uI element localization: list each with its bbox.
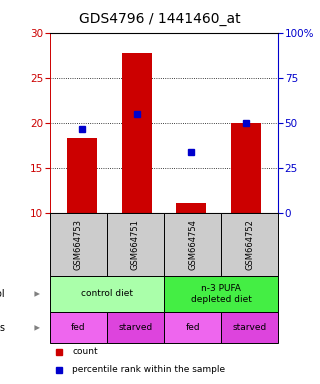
Bar [107,312,164,343]
Bar [164,214,221,276]
Bar [50,276,164,312]
Text: starved: starved [118,323,153,333]
Text: percentile rank within the sample: percentile rank within the sample [73,365,226,374]
Text: count: count [73,347,98,356]
Text: control diet: control diet [81,290,133,298]
Text: GSM664751: GSM664751 [131,219,140,270]
Bar [122,53,152,214]
Text: starved: starved [233,323,267,333]
Bar [164,276,278,312]
Text: fed: fed [185,323,200,333]
Text: stress: stress [0,323,5,333]
Text: n-3 PUFA
depleted diet: n-3 PUFA depleted diet [191,284,252,304]
Bar [221,214,278,276]
Text: protocol: protocol [0,289,5,299]
Bar [67,138,97,214]
Text: GSM664752: GSM664752 [245,219,254,270]
Text: GDS4796 / 1441460_at: GDS4796 / 1441460_at [79,12,241,25]
Bar [164,312,221,343]
Text: fed: fed [71,323,85,333]
Text: GSM664754: GSM664754 [188,219,197,270]
Bar [107,214,164,276]
Bar [221,312,278,343]
Text: GSM664753: GSM664753 [74,219,83,270]
Bar [176,203,206,214]
Bar [231,123,261,214]
Bar [50,312,107,343]
Bar [50,214,107,276]
